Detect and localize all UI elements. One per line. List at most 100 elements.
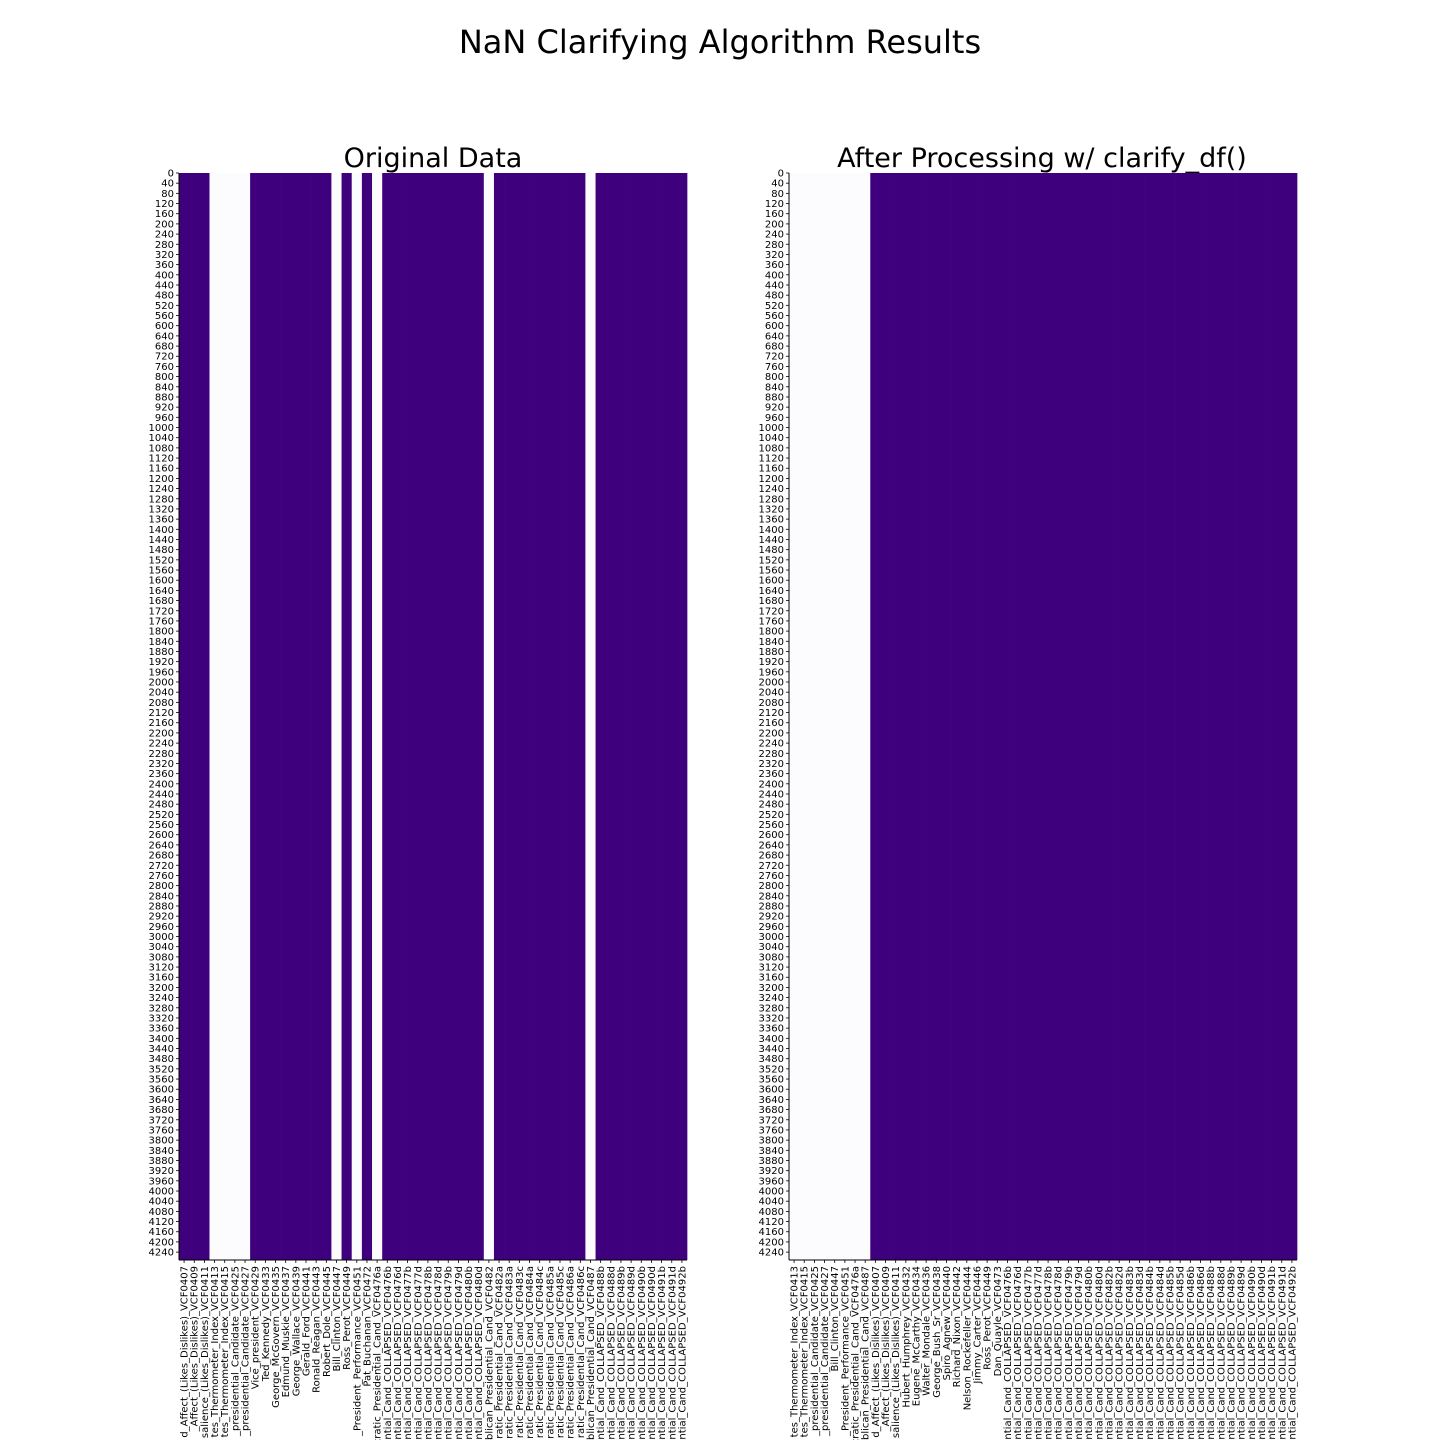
y-tick-label: 3720 <box>149 1115 174 1126</box>
x-tick-label: ntial_Cand_COLLAPSED_VCF0491b <box>1267 1266 1278 1440</box>
heatmap-panel-processed: After Processing w/ clarify_df() 0408012… <box>759 143 1299 1440</box>
y-tick-label: 3880 <box>759 1156 784 1167</box>
y-tick-label: 200 <box>155 219 174 230</box>
y-tick-label: 480 <box>765 291 784 302</box>
y-tick-label: 4200 <box>759 1237 784 1248</box>
heatmap-column-cell <box>1063 173 1074 1260</box>
y-tick-label: 1720 <box>759 606 784 617</box>
y-tick-label: 1120 <box>149 454 174 465</box>
heatmap-column-cell <box>514 173 525 1260</box>
x-tick-label: ocratic_Presidential_Cand_VCF0476a <box>373 1266 384 1440</box>
y-tick-label: 3560 <box>149 1075 174 1086</box>
y-tick-label: 600 <box>765 321 784 332</box>
y-tick-label: 2360 <box>759 769 784 780</box>
y-tick-label: 3680 <box>149 1105 174 1116</box>
y-tick-label: 2720 <box>149 861 174 872</box>
x-tick-label: Dan_Quayle_VCF0473 <box>993 1266 1004 1376</box>
heatmap-column-cell <box>819 173 830 1260</box>
y-tick-label: 3640 <box>759 1095 784 1106</box>
y-tick-label: 1960 <box>759 667 784 678</box>
heatmap-column-cell <box>1236 173 1247 1260</box>
heatmap-column-cell <box>402 173 414 1260</box>
x-tick-label: ratic_Presidential_Cand_VCF0486a <box>566 1266 577 1439</box>
x-tick-label: ntial_Cand_COLLAPSED_VCF0479b <box>444 1266 455 1440</box>
y-tick-label: 3320 <box>149 1013 174 1024</box>
y-tick-label: 2840 <box>759 891 784 902</box>
x-tick-label: d_Affect_(Likes_Dislikes)_VCF0407 <box>871 1266 882 1438</box>
heatmap-column-cell <box>1195 173 1206 1260</box>
x-tick-label: salience_(Likes_Dislikes)_VCF0411 <box>891 1266 902 1438</box>
heatmap-column-cell <box>799 173 810 1260</box>
x-tick-label: ntial_Cand_COLLAPSED_VCF0480d <box>474 1266 485 1440</box>
y-tick-label: 1800 <box>149 627 174 638</box>
x-tick-label: Ross_Perot_VCF0449 <box>342 1266 353 1370</box>
y-tick-label: 760 <box>765 362 784 373</box>
y-tick-label: 1200 <box>759 474 784 485</box>
y-tick-label: 3360 <box>149 1024 174 1035</box>
y-tick-label: 1840 <box>149 637 174 648</box>
heatmap-column-cell <box>971 173 983 1260</box>
y-tick-label: 600 <box>155 321 174 332</box>
y-tick-label: 120 <box>765 199 784 210</box>
y-tick-label: 3480 <box>149 1054 174 1065</box>
y-tick-label: 200 <box>765 219 784 230</box>
y-tick-label: 3200 <box>759 983 784 994</box>
y-tick-label: 1360 <box>149 515 174 526</box>
y-tick-label: 720 <box>765 352 784 363</box>
x-tick-label: Robert_Dole_VCF0445 <box>322 1266 333 1377</box>
y-tick-label: 880 <box>765 392 784 403</box>
heatmap-column-cell <box>219 173 231 1260</box>
y-tick-label: 2600 <box>759 830 784 841</box>
y-tick-label: 3000 <box>149 932 174 943</box>
x-tick-label: ntial_Cand_COLLAPSED_VCF0484b <box>1145 1266 1156 1440</box>
x-tick-label: ntial_Cand_COLLAPSED_VCF0489d <box>627 1266 638 1440</box>
y-tick-label: 3840 <box>149 1146 174 1157</box>
heatmap-column-cell <box>605 173 617 1260</box>
y-tick-label: 280 <box>155 240 174 251</box>
x-tick-label: Nelson_Rockefeller_VCF0444 <box>962 1266 973 1410</box>
heatmap-column-cell <box>585 173 596 1260</box>
heatmap-column-cell <box>1002 173 1013 1260</box>
heatmap-column-cell <box>921 173 932 1260</box>
y-tick-label: 920 <box>155 403 174 414</box>
y-tick-label: 3120 <box>149 963 174 974</box>
y-tick-label: 1480 <box>759 545 784 556</box>
y-tick-label: 2240 <box>759 739 784 750</box>
heatmap-column-cell <box>1093 173 1105 1260</box>
y-tick-label: 840 <box>155 382 174 393</box>
x-tick-label: Ted_Kennedy_VCF0433 <box>261 1266 272 1382</box>
y-tick-label: 280 <box>765 240 784 251</box>
y-tick-label: 1440 <box>759 535 784 546</box>
y-tick-label: 3320 <box>759 1013 784 1024</box>
heatmap-column-cell <box>1175 173 1186 1260</box>
x-tick-label: ntial_Cand_COLLAPSED_VCF0479d <box>454 1266 465 1440</box>
y-tick-label: 2280 <box>149 749 174 760</box>
y-tick-label: 2720 <box>759 861 784 872</box>
y-tick-label: 0 <box>168 169 174 180</box>
heatmap-column-cell <box>595 173 607 1260</box>
y-tick-label: 2800 <box>759 881 784 892</box>
y-tick-label: 2320 <box>149 759 174 770</box>
heatmap-column-cell <box>1073 173 1084 1260</box>
y-tick-label: 2640 <box>149 840 174 851</box>
y-tick-label: 2200 <box>759 728 784 739</box>
y-tick-label: 2000 <box>149 678 174 689</box>
y-tick-label: 3360 <box>759 1024 784 1035</box>
heatmap-column-cell <box>829 173 841 1260</box>
y-tick-label: 1240 <box>149 484 174 495</box>
y-tick-label: 1560 <box>759 566 784 577</box>
y-tick-label: 960 <box>765 413 784 424</box>
y-tick-label: 3080 <box>759 952 784 963</box>
heatmap-column-cell <box>1053 173 1064 1260</box>
heatmap-column-cell <box>565 173 576 1260</box>
x-tick-label: _President_Performance_VCF0451 <box>352 1266 363 1437</box>
y-tick-label: 3920 <box>759 1166 784 1177</box>
y-tick-label: 40 <box>161 179 174 190</box>
heatmap-column-cell <box>809 173 820 1260</box>
heatmap-column-cell <box>951 173 963 1260</box>
x-tick-label: ntial_Cand_COLLAPSED_VCF0477b <box>403 1266 414 1440</box>
y-tick-label: 1120 <box>759 454 784 465</box>
x-tick-label: George_Wallace_VCF0439 <box>291 1266 302 1396</box>
y-tick-label: 1400 <box>759 525 784 536</box>
heatmap-column-cell <box>626 173 637 1260</box>
